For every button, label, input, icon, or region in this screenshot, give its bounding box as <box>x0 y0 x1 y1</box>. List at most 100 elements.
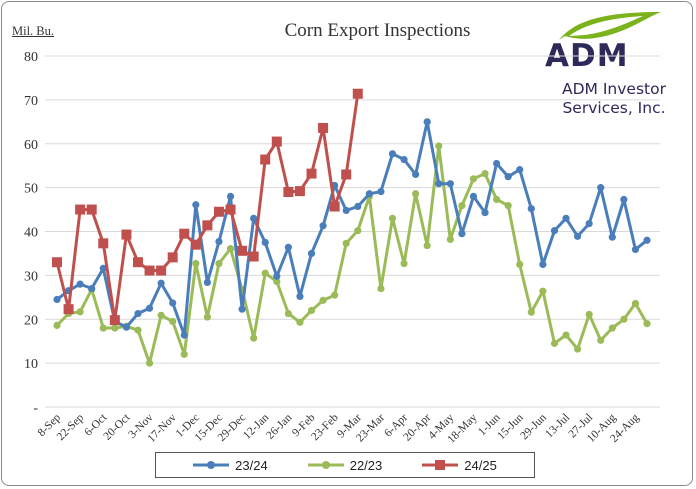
data-point <box>169 299 177 307</box>
x-tick-label: 20-Oct <box>101 411 133 443</box>
data-point <box>75 204 86 215</box>
x-tick-label: 22-Sep <box>55 411 87 443</box>
data-point <box>134 309 142 318</box>
y-tick-label: 40 <box>24 226 38 241</box>
data-point <box>157 279 165 287</box>
data-point <box>144 265 155 276</box>
data-point <box>597 184 605 192</box>
data-point <box>608 233 616 241</box>
data-point <box>352 88 363 99</box>
data-point <box>52 257 62 268</box>
data-point <box>354 202 362 211</box>
data-point <box>643 236 651 244</box>
data-point <box>225 204 236 215</box>
data-point <box>329 201 340 212</box>
data-point <box>527 308 535 316</box>
data-point <box>283 187 294 198</box>
x-tick-label: 29-Jun <box>518 411 549 442</box>
data-point <box>527 205 535 213</box>
y-tick-label: 30 <box>24 269 38 284</box>
data-point <box>76 308 84 316</box>
data-point <box>88 284 96 293</box>
data-point <box>98 238 109 249</box>
adm-leaf-logo-icon <box>559 12 661 40</box>
data-point <box>307 249 316 258</box>
adm-brand-subtitle: ADM Investor Services, Inc. <box>544 80 684 118</box>
data-point <box>620 315 628 323</box>
data-point <box>643 320 651 328</box>
data-point <box>76 280 84 288</box>
data-point <box>306 168 317 179</box>
data-point <box>145 304 154 312</box>
data-point <box>273 272 281 280</box>
data-point <box>179 228 190 239</box>
data-point <box>539 287 547 295</box>
data-point <box>446 235 454 243</box>
data-point <box>319 222 327 230</box>
data-point <box>156 265 167 276</box>
data-point <box>585 220 593 228</box>
data-point <box>342 206 350 215</box>
data-point <box>121 229 132 240</box>
y-tick-label: 80 <box>24 50 38 65</box>
data-point <box>213 206 224 217</box>
data-point <box>284 243 292 251</box>
data-point <box>99 324 107 332</box>
data-point <box>631 245 640 254</box>
data-point <box>203 313 211 321</box>
series-line-22-23 <box>55 144 649 365</box>
data-point <box>539 260 547 269</box>
data-point <box>493 195 501 204</box>
data-point <box>237 245 248 256</box>
data-point <box>550 339 559 347</box>
data-point <box>296 318 304 326</box>
data-point <box>573 232 582 240</box>
data-point <box>157 311 165 319</box>
data-point <box>504 202 512 210</box>
data-point <box>481 209 489 217</box>
y-tick-label: 10 <box>24 357 38 372</box>
data-point <box>550 227 559 235</box>
data-point <box>562 214 570 222</box>
data-point <box>296 292 304 301</box>
legend-swatch-icon <box>193 459 230 471</box>
data-point <box>388 214 397 222</box>
data-point <box>400 155 408 164</box>
series-line-23-24 <box>56 120 648 337</box>
data-point <box>423 241 431 250</box>
data-point <box>261 269 269 277</box>
data-point <box>469 175 478 183</box>
data-point <box>192 201 200 209</box>
data-point <box>109 315 120 326</box>
y-tick-label: 50 <box>24 182 38 197</box>
data-point <box>573 345 582 353</box>
data-point <box>481 169 489 178</box>
y-tick-label: 70 <box>24 94 38 109</box>
data-point <box>226 192 235 200</box>
data-point <box>271 136 282 147</box>
data-point <box>377 284 385 293</box>
data-point <box>458 230 466 238</box>
legend-label: 23/24 <box>235 457 268 473</box>
x-tick-label: 23-Feb <box>309 411 341 443</box>
data-point <box>400 259 408 268</box>
data-point <box>53 321 61 329</box>
data-point <box>86 204 97 215</box>
data-point <box>458 202 466 210</box>
series-line-24-25 <box>55 93 360 322</box>
data-point <box>250 214 258 222</box>
x-tick-label: 13-Jul <box>543 412 572 441</box>
legend-swatch-icon <box>422 459 459 471</box>
data-point <box>342 239 350 247</box>
brand-subtitle-line1: ADM Investor <box>562 80 666 98</box>
data-point <box>284 309 292 318</box>
y-tick-label: 60 <box>24 138 38 153</box>
data-point <box>631 299 640 308</box>
data-point <box>585 310 593 319</box>
data-point <box>111 324 119 332</box>
data-point <box>190 239 201 250</box>
data-point <box>261 238 269 247</box>
legend-label: 22/23 <box>349 457 383 473</box>
data-point <box>319 296 327 304</box>
